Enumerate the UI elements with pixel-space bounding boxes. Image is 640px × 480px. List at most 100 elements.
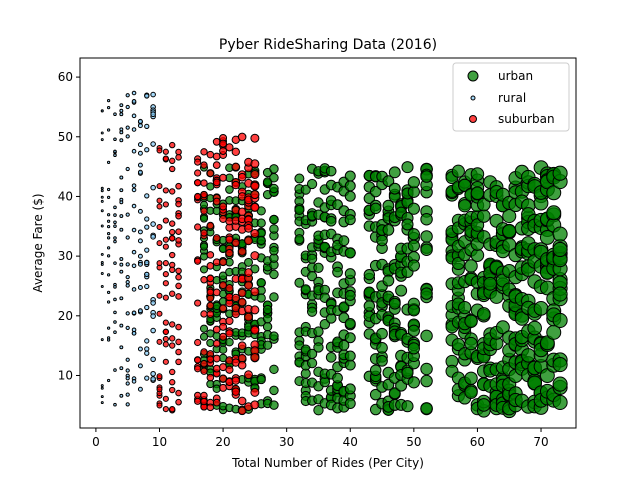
urban-point bbox=[262, 314, 273, 324]
urban-point bbox=[344, 268, 356, 280]
urban-point bbox=[470, 167, 485, 181]
rural-point bbox=[100, 395, 104, 399]
urban-point bbox=[420, 402, 433, 415]
urban-point bbox=[420, 243, 433, 256]
urban-point bbox=[395, 284, 408, 297]
suburban-point bbox=[200, 190, 208, 199]
urban-point bbox=[369, 388, 382, 401]
rural-point bbox=[144, 271, 150, 277]
rural-point bbox=[131, 227, 137, 233]
suburban-point bbox=[250, 202, 260, 212]
suburban-point bbox=[169, 251, 176, 259]
urban-point bbox=[464, 259, 478, 273]
rural-point bbox=[137, 208, 143, 214]
urban-point bbox=[552, 165, 568, 181]
suburban-point bbox=[156, 373, 163, 380]
rural-point bbox=[100, 384, 104, 388]
urban-point bbox=[407, 324, 420, 337]
suburban-point bbox=[156, 386, 163, 393]
rural-point bbox=[119, 175, 124, 180]
suburban-point bbox=[162, 280, 169, 287]
urban-point bbox=[407, 228, 420, 241]
x-tick-label: 20 bbox=[215, 435, 230, 449]
urban-point bbox=[407, 176, 420, 189]
chart-title: Pyber RideSharing Data (2016) bbox=[219, 37, 437, 53]
rural-point bbox=[100, 131, 104, 135]
suburban-point bbox=[219, 281, 228, 290]
rural-point bbox=[144, 93, 150, 99]
urban-point bbox=[344, 332, 356, 344]
suburban-point bbox=[162, 155, 169, 162]
rural-point bbox=[150, 91, 156, 98]
suburban-point bbox=[200, 391, 208, 400]
rural-point bbox=[125, 357, 130, 362]
urban-point bbox=[269, 364, 279, 375]
urban-point bbox=[451, 338, 465, 352]
rural-point bbox=[125, 402, 130, 407]
suburban-point bbox=[162, 243, 169, 250]
urban-point bbox=[269, 292, 279, 302]
suburban-point bbox=[200, 161, 208, 169]
suburban-point bbox=[212, 354, 221, 363]
rural-point bbox=[131, 263, 137, 269]
urban-point bbox=[269, 331, 279, 341]
suburban-point bbox=[231, 293, 240, 303]
urban-point bbox=[420, 287, 433, 300]
rural-point bbox=[144, 123, 150, 129]
rural-point bbox=[137, 229, 143, 235]
rural-point bbox=[113, 112, 117, 117]
suburban-point bbox=[219, 139, 228, 148]
suburban-point bbox=[162, 271, 169, 278]
suburban-point bbox=[156, 223, 163, 230]
urban-point bbox=[256, 278, 266, 288]
urban-point bbox=[552, 394, 568, 411]
suburban-point bbox=[244, 370, 253, 380]
rural-point bbox=[113, 402, 117, 407]
suburban-point bbox=[175, 228, 182, 235]
rural-point bbox=[106, 326, 111, 330]
urban-point bbox=[552, 312, 568, 328]
urban-point bbox=[262, 322, 273, 332]
urban-point bbox=[344, 398, 356, 410]
rural-point bbox=[125, 134, 130, 139]
suburban-point bbox=[175, 148, 182, 156]
urban-point bbox=[256, 374, 266, 385]
rural-point bbox=[131, 148, 137, 154]
urban-point bbox=[306, 253, 318, 264]
suburban-point bbox=[200, 359, 208, 368]
legend-rural-marker bbox=[470, 95, 476, 101]
rural-point bbox=[113, 297, 117, 302]
urban-point bbox=[458, 178, 472, 193]
x-tick-label: 50 bbox=[406, 435, 421, 449]
x-axis-label: Total Number of Rides (Per City) bbox=[231, 456, 424, 470]
urban-point bbox=[300, 184, 311, 195]
suburban-point bbox=[200, 276, 208, 284]
suburban-point bbox=[200, 207, 208, 215]
suburban-point bbox=[212, 197, 221, 206]
rural-point bbox=[106, 213, 111, 217]
urban-point bbox=[401, 161, 414, 174]
y-tick-label: 50 bbox=[58, 130, 73, 144]
rural-point bbox=[119, 345, 124, 350]
urban-point bbox=[552, 241, 568, 258]
suburban-point bbox=[175, 237, 182, 244]
suburban-point bbox=[231, 162, 240, 171]
suburban-point bbox=[169, 220, 176, 227]
suburban-point bbox=[175, 154, 182, 161]
suburban-point bbox=[194, 169, 202, 177]
rural-point bbox=[144, 350, 150, 356]
legend-suburban-marker bbox=[469, 115, 477, 123]
suburban-point bbox=[175, 358, 182, 366]
urban-point bbox=[344, 170, 356, 182]
urban-point bbox=[319, 318, 331, 330]
rural-point bbox=[113, 236, 117, 240]
suburban-point bbox=[200, 367, 208, 375]
rural-point bbox=[131, 187, 137, 193]
rural-point bbox=[144, 346, 150, 352]
urban-point bbox=[325, 165, 337, 177]
rural-point bbox=[125, 104, 130, 110]
suburban-point bbox=[194, 192, 202, 201]
urban-point bbox=[552, 226, 568, 242]
rural-point bbox=[119, 112, 124, 117]
rural-point bbox=[100, 284, 104, 288]
